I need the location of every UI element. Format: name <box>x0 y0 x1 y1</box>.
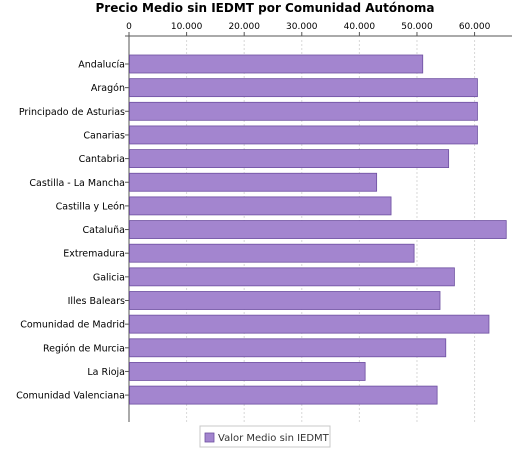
x-tick-label: 0 <box>126 22 132 32</box>
category-label: La Rioja <box>87 367 125 378</box>
category-label: Aragón <box>91 83 125 94</box>
bar <box>129 54 424 74</box>
category-label: Andalucía <box>78 60 125 71</box>
bar <box>129 267 455 287</box>
x-axis-ticks: 0 10.000 20.000 30.000 40.000 50.000 60.000 <box>126 22 491 36</box>
category-label: Principado de Asturias <box>19 107 125 118</box>
axes <box>125 35 512 422</box>
category-label: Comunidad Valenciana <box>16 391 125 402</box>
x-tick-label: 60.000 <box>459 22 491 32</box>
x-tick-label: 10.000 <box>171 22 203 32</box>
bar <box>129 220 507 239</box>
category-label: Extremadura <box>63 249 125 260</box>
category-label: Castilla y León <box>56 201 125 212</box>
bar <box>129 385 438 405</box>
bar <box>129 125 478 145</box>
category-label: Comunidad de Madrid <box>20 320 125 331</box>
category-label: Región de Murcia <box>43 343 125 354</box>
bar <box>129 314 490 334</box>
legend-swatch <box>204 432 215 443</box>
category-label: Cataluña <box>82 225 125 236</box>
bar <box>129 243 415 263</box>
legend: Valor Medio sin IEDMT <box>199 425 331 448</box>
category-label: Galicia <box>93 272 125 283</box>
x-tick-label: 30.000 <box>286 22 318 32</box>
bar <box>129 78 478 98</box>
bar <box>129 338 447 358</box>
bar <box>129 101 478 121</box>
bar <box>129 149 450 169</box>
category-label: Illes Balears <box>68 296 125 307</box>
bar <box>129 172 378 192</box>
y-axis-categories: Andalucía Aragón Principado de Asturias Can… <box>16 60 129 402</box>
category-label: Canarias <box>83 130 125 141</box>
legend-label: Valor Medio sin IEDMT <box>218 433 330 444</box>
bar <box>129 362 366 381</box>
category-label: Cantabria <box>79 154 125 165</box>
x-tick-label: 50.000 <box>401 22 433 32</box>
legend-box <box>199 425 331 448</box>
bar <box>129 196 392 216</box>
bars <box>129 54 507 405</box>
bar <box>129 291 441 310</box>
category-label: Castilla - La Mancha <box>29 178 125 189</box>
x-tick-label: 40.000 <box>344 22 376 32</box>
x-tick-label: 20.000 <box>228 22 260 32</box>
chart-title: Precio Medio sin IEDMT por Comunidad Aut… <box>96 1 435 15</box>
